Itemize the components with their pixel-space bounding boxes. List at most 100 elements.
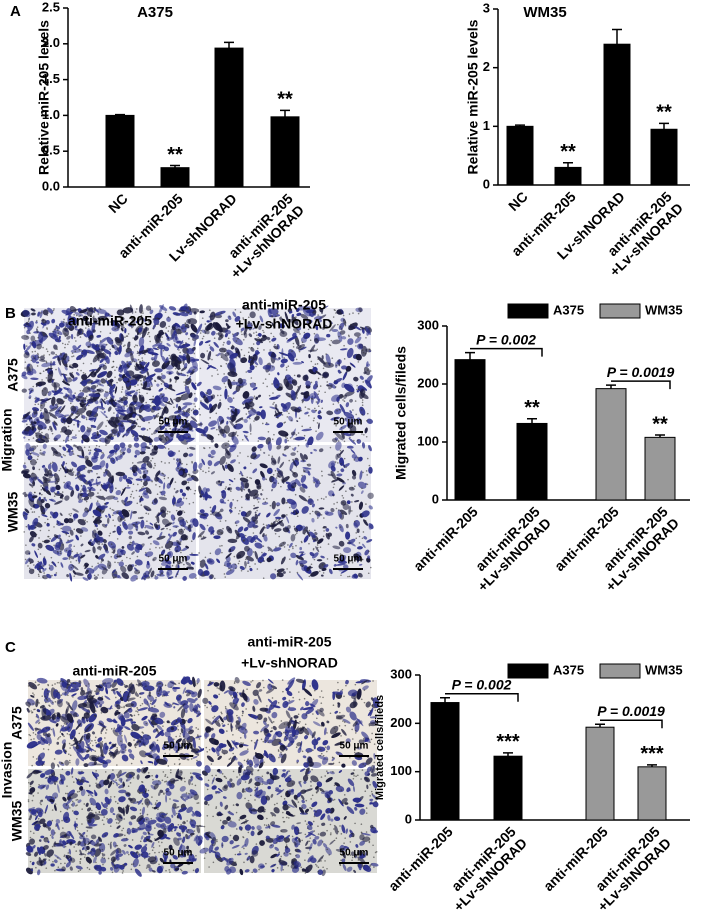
pore [115, 696, 117, 699]
cell [92, 329, 96, 333]
cell [314, 380, 318, 385]
pore [178, 758, 181, 761]
pore [55, 572, 58, 574]
pore [237, 562, 240, 565]
cell [154, 395, 161, 407]
cell [209, 311, 216, 321]
pore [291, 350, 293, 353]
pore [46, 314, 49, 317]
pore [47, 492, 49, 495]
pore [89, 401, 91, 403]
pore [130, 493, 133, 496]
pore [66, 334, 68, 336]
pore [147, 513, 150, 515]
cell [150, 357, 155, 361]
cell [21, 388, 27, 393]
cell [273, 378, 280, 389]
pore [361, 401, 364, 404]
pore [87, 490, 89, 492]
pore [323, 498, 325, 500]
pore [244, 566, 247, 569]
pore [194, 684, 197, 686]
pore [69, 754, 72, 757]
cell [189, 308, 200, 313]
cell [100, 411, 109, 419]
pore [60, 694, 63, 696]
pore [32, 732, 35, 734]
pore [129, 541, 132, 544]
pore [260, 557, 262, 560]
pore [277, 504, 279, 507]
pore [55, 565, 57, 568]
pore [235, 357, 238, 359]
pore [278, 518, 281, 521]
pore [364, 352, 367, 355]
pore [87, 747, 90, 750]
pore [358, 542, 361, 544]
pore [27, 320, 30, 322]
cell [179, 420, 189, 428]
pore [163, 694, 165, 697]
pore [361, 487, 363, 490]
pore [243, 488, 246, 491]
pore [110, 755, 112, 758]
pore [270, 753, 273, 756]
pore [129, 688, 132, 691]
pore [156, 493, 159, 496]
cell [284, 438, 288, 444]
pore [117, 561, 119, 564]
pore [168, 540, 171, 543]
cell [96, 388, 104, 393]
pore [200, 400, 202, 402]
pore [92, 315, 95, 318]
pore [149, 386, 151, 388]
pore [99, 330, 102, 333]
pore [125, 307, 128, 310]
pore [169, 357, 171, 360]
pore [281, 386, 284, 389]
pore [89, 497, 92, 499]
cell [94, 308, 99, 313]
pore [82, 401, 84, 404]
pore [73, 337, 76, 339]
pore [161, 336, 163, 338]
pore [200, 358, 203, 361]
cells [195, 305, 373, 447]
cell [47, 307, 54, 314]
pore [153, 705, 156, 707]
pore [54, 712, 56, 715]
pore [357, 575, 360, 577]
pore [277, 750, 280, 752]
cell [212, 322, 221, 331]
pore [248, 346, 251, 349]
pore [160, 429, 162, 432]
cell [76, 328, 82, 337]
pore [308, 496, 311, 498]
cell [82, 315, 89, 322]
pore [135, 683, 138, 686]
pore [73, 528, 76, 531]
scale-label: 50 μm [334, 554, 363, 565]
pore [282, 542, 285, 544]
pore [36, 365, 39, 367]
pore [139, 371, 142, 374]
pore [108, 564, 111, 567]
pore [338, 408, 341, 411]
pore [95, 715, 97, 718]
pore [174, 334, 177, 336]
pore [29, 332, 31, 335]
pore [216, 394, 219, 397]
pore [328, 343, 331, 346]
pore [109, 507, 112, 510]
pore [247, 406, 250, 409]
pore [115, 452, 117, 455]
pore [368, 348, 371, 350]
cell [103, 391, 110, 398]
pore [36, 445, 39, 447]
pore [125, 335, 128, 338]
pore [31, 351, 34, 353]
pore [124, 336, 126, 339]
pore [62, 321, 65, 323]
pore [256, 739, 259, 742]
pore [281, 352, 284, 355]
